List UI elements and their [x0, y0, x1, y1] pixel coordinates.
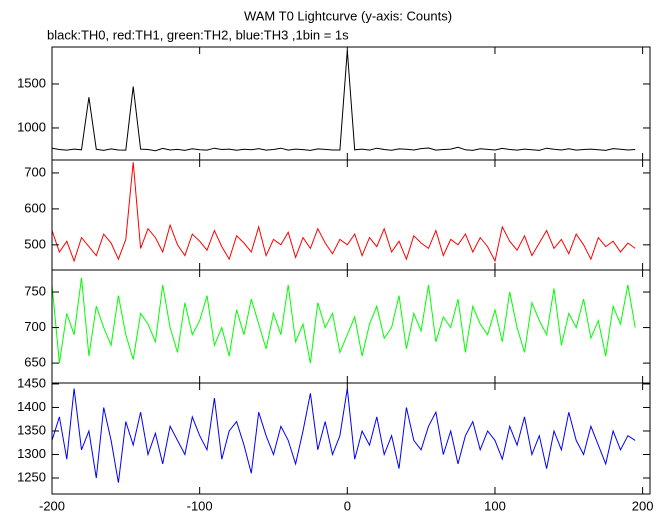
x-tick-label: 100: [484, 498, 506, 513]
x-tick-label: -200: [39, 498, 65, 513]
y-tick-label: 1300: [17, 446, 46, 461]
y-tick-label: 500: [24, 236, 46, 251]
x-tick-label: -100: [187, 498, 213, 513]
y-tick-label: 700: [24, 319, 46, 334]
x-tick-label: 200: [632, 498, 654, 513]
y-tick-label: 700: [24, 164, 46, 179]
y-tick-label: 1250: [17, 469, 46, 484]
x-tick-label: 0: [344, 498, 351, 513]
y-tick-label: 1500: [17, 75, 46, 90]
chart-subtitle: black:TH0, red:TH1, green:TH2, blue:TH3 …: [47, 27, 349, 42]
panel-frame: [51, 382, 651, 495]
y-tick-label: 750: [24, 283, 46, 298]
y-tick-label: 650: [24, 355, 46, 370]
data-line: [51, 388, 636, 483]
y-tick-label: 1000: [17, 119, 46, 134]
panel-frame: [51, 159, 651, 271]
y-tick-label: 1350: [17, 422, 46, 437]
y-tick-label: 1450: [17, 375, 46, 390]
data-line: [51, 50, 636, 152]
data-line: [51, 277, 636, 364]
data-line: [51, 162, 636, 263]
y-tick-label: 1400: [17, 399, 46, 414]
chart-title: WAM T0 Lightcurve (y-axis: Counts): [244, 8, 452, 23]
y-tick-label: 600: [24, 200, 46, 215]
